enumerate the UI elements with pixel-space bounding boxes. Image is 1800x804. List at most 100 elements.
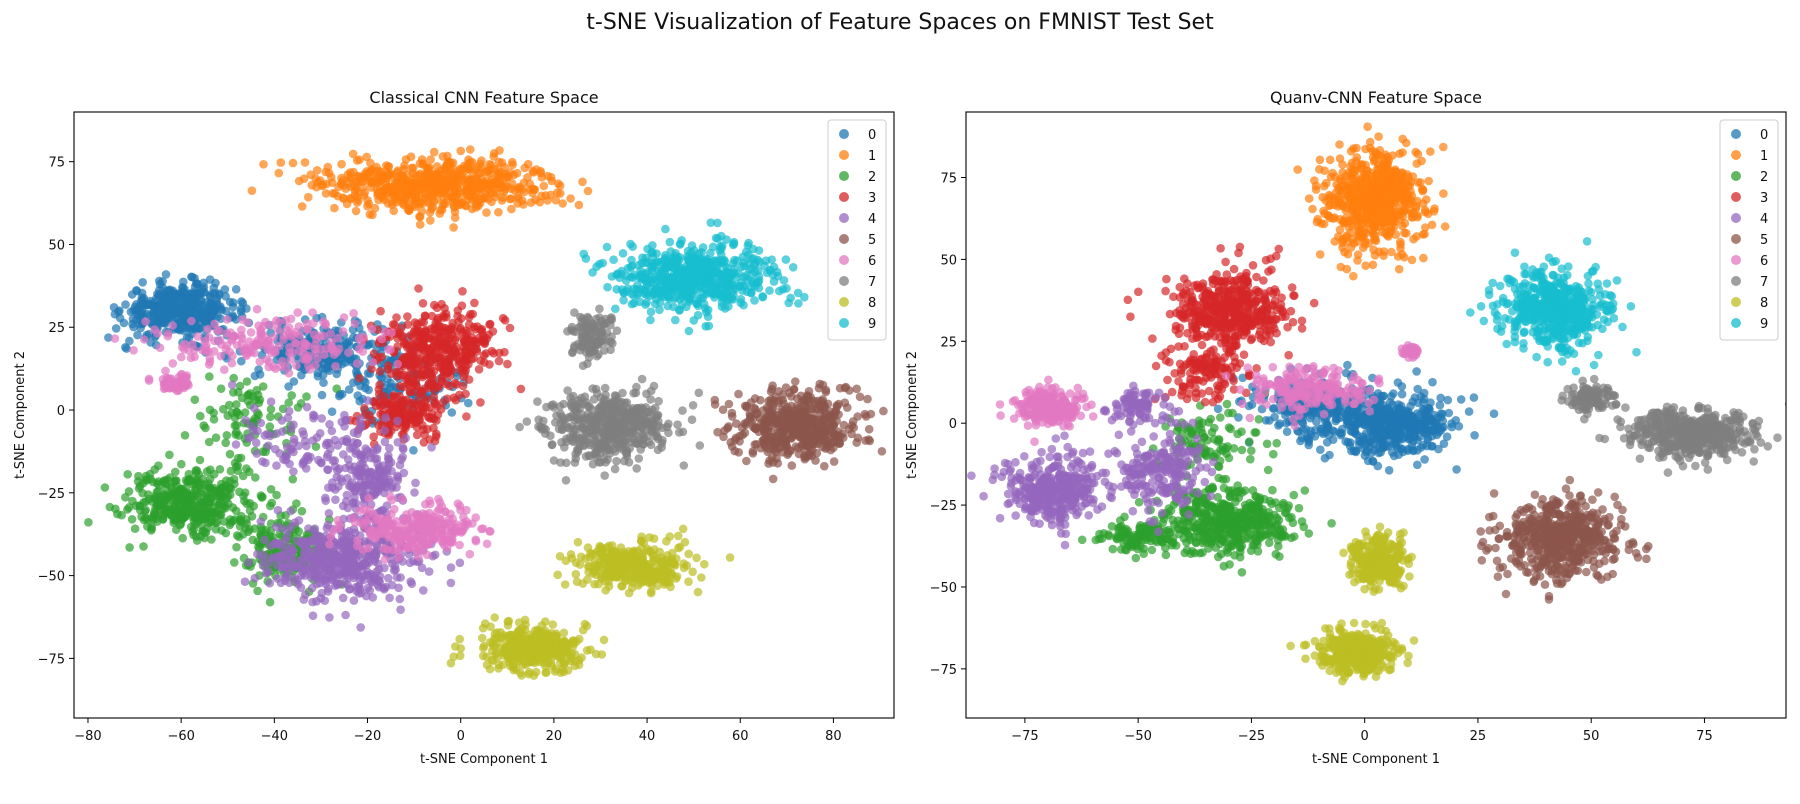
data-point [748, 447, 758, 456]
data-point [774, 387, 784, 396]
data-point [294, 516, 304, 525]
data-point [117, 510, 126, 520]
data-point [161, 304, 171, 314]
data-point [163, 329, 173, 338]
data-point [446, 537, 456, 547]
data-point [229, 373, 238, 383]
data-point [180, 431, 190, 440]
data-point [369, 432, 379, 442]
data-point [840, 398, 850, 408]
data-point [222, 329, 232, 338]
data-point [383, 174, 392, 183]
data-point [368, 593, 378, 602]
data-point [547, 440, 557, 449]
data-point [204, 483, 214, 492]
data-point [124, 503, 134, 512]
data-point [471, 513, 481, 522]
data-point [497, 196, 507, 205]
data-point [216, 314, 225, 324]
data-point [304, 361, 313, 371]
data-point [334, 344, 344, 354]
data-point [338, 436, 348, 446]
data-point [507, 204, 516, 214]
data-point [406, 577, 416, 586]
data-point [375, 367, 385, 376]
data-point [372, 540, 381, 550]
data-point [488, 327, 498, 336]
data-point [412, 430, 422, 440]
data-point [124, 487, 134, 496]
data-point [438, 537, 448, 547]
data-point [473, 184, 483, 193]
data-point [303, 341, 313, 351]
data-point [111, 324, 121, 333]
data-point [372, 445, 382, 455]
data-point [608, 339, 617, 348]
data-point [297, 370, 306, 380]
data-point [384, 573, 393, 583]
data-point [380, 426, 390, 436]
data-point [202, 467, 212, 476]
data-point [250, 371, 260, 381]
data-point [168, 321, 177, 330]
data-point [231, 440, 241, 449]
data-point [351, 582, 361, 592]
data-point [266, 412, 275, 422]
data-point [209, 283, 219, 293]
data-point [679, 461, 689, 470]
data-point [792, 401, 802, 411]
data-point [611, 437, 620, 447]
data-point [505, 168, 515, 177]
data-point [325, 438, 334, 448]
data-point [364, 558, 374, 567]
data-point [399, 516, 409, 525]
data-point [207, 311, 217, 320]
data-point [583, 186, 593, 196]
data-point [170, 477, 179, 487]
data-point [258, 382, 268, 391]
data-point [373, 580, 383, 590]
data-point [272, 429, 282, 438]
data-point [420, 331, 430, 340]
data-point [561, 476, 571, 485]
data-point [348, 551, 358, 561]
data-point [430, 300, 439, 310]
data-point [244, 434, 253, 443]
data-point [461, 366, 470, 375]
data-point [341, 610, 350, 620]
data-point [193, 517, 202, 527]
data-point [456, 198, 466, 208]
data-point [790, 414, 799, 423]
data-point [304, 354, 313, 363]
data-point [405, 348, 415, 358]
data-point [129, 322, 138, 332]
data-point [742, 456, 751, 466]
data-point [548, 400, 558, 409]
data-point [390, 320, 400, 330]
data-point [356, 460, 365, 469]
data-point [601, 424, 610, 434]
data-point [426, 499, 435, 509]
data-point [332, 384, 342, 394]
data-point [192, 466, 202, 475]
data-point [449, 223, 458, 232]
data-point [463, 328, 472, 338]
data-point [349, 573, 359, 583]
data-point [794, 449, 804, 459]
data-point [405, 558, 415, 568]
data-point [563, 386, 572, 395]
data-point [256, 418, 266, 428]
data-point [325, 420, 334, 429]
data-point [555, 402, 565, 411]
data-point [333, 515, 343, 525]
data-point [360, 403, 369, 413]
data-point [331, 581, 340, 590]
data-point [734, 389, 743, 399]
data-point [217, 526, 226, 535]
data-point [209, 408, 218, 418]
data-point [562, 437, 571, 447]
data-point [327, 345, 336, 354]
data-point [125, 336, 134, 346]
data-point [261, 568, 271, 578]
data-point [230, 421, 240, 430]
